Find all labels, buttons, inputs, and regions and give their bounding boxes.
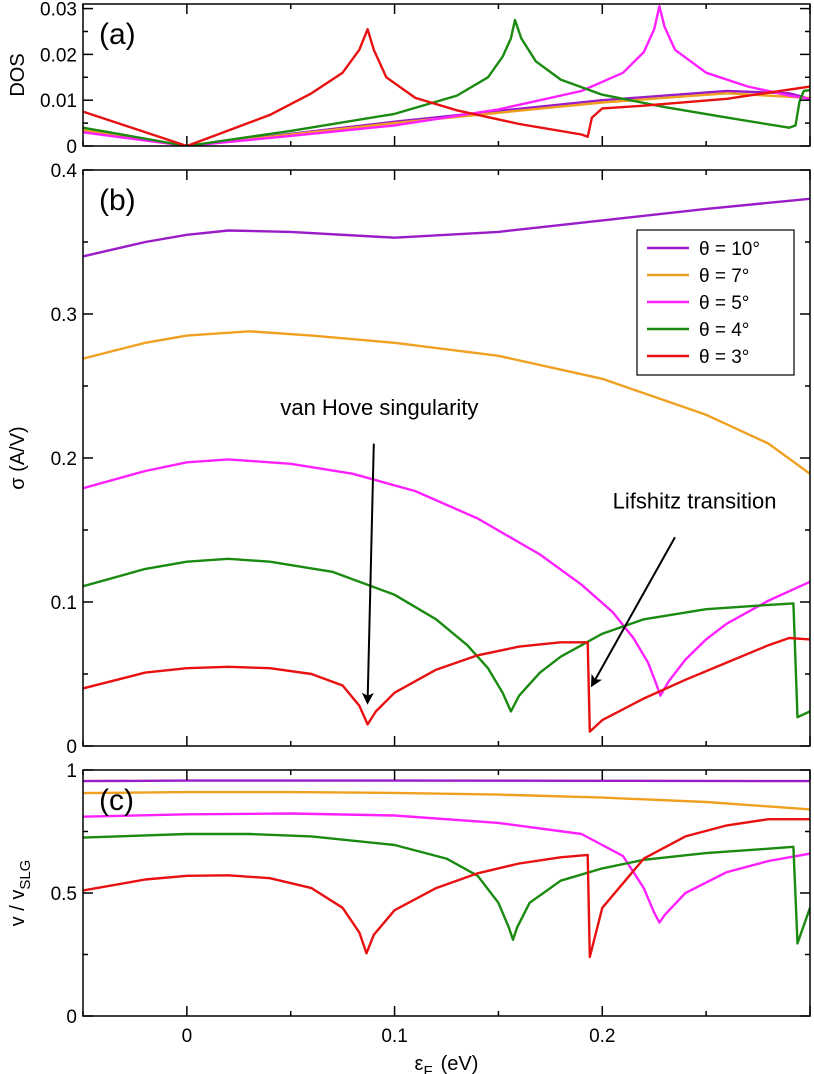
y-tick-label: 0.1 <box>51 593 77 614</box>
series-line-4 <box>83 818 810 959</box>
annotation-arrow <box>590 536 676 688</box>
x-tick-label: 0.2 <box>589 1026 615 1047</box>
series-line-2 <box>83 812 810 924</box>
series-line-0 <box>83 89 810 146</box>
legend-entry: θ = 5° <box>699 293 749 314</box>
plot-frame <box>82 3 811 147</box>
y-axis-label: v / vSLG <box>7 860 34 927</box>
series-line-4 <box>83 28 810 146</box>
series-group <box>83 5 810 146</box>
y-tick-label: 0.5 <box>51 884 77 905</box>
plot-frame <box>82 769 811 1017</box>
y-axis-label-subscript: SLG <box>17 860 34 890</box>
legend-entry: θ = 4° <box>699 320 749 341</box>
x-tick-label: 0 <box>182 1026 193 1047</box>
legend-entry: θ = 10° <box>699 239 760 260</box>
series-line-4 <box>83 636 810 733</box>
panel-label: (a) <box>99 18 136 51</box>
panel-0: 0 0.01 0.02 0.03 DOS (a) <box>7 0 811 158</box>
y-tick-label: 0.2 <box>51 449 77 470</box>
series-line-3 <box>83 557 810 719</box>
series-line-0 <box>83 197 810 258</box>
series-line-2 <box>83 458 810 697</box>
legend: θ = 10° θ = 7° θ = 5° θ = 4° θ = 3° <box>636 229 795 376</box>
series-line-0 <box>83 779 810 783</box>
y-tick-label: 0.01 <box>40 91 77 112</box>
annotation-arrow <box>361 443 375 705</box>
series-line-1 <box>83 790 810 811</box>
panel-label: (b) <box>99 184 136 217</box>
y-axis-label: σ (A/V) <box>7 426 29 489</box>
x-axis-label-unit: (eV) <box>441 1053 479 1074</box>
y-tick-label: 0 <box>66 737 77 758</box>
annotation-label: van Hove singularity <box>280 395 478 420</box>
y-tick-label: 0.02 <box>40 45 77 66</box>
series-line-3 <box>83 832 810 945</box>
y-tick-label: 0.3 <box>51 305 77 326</box>
series-line-2 <box>83 5 810 146</box>
y-tick-label: 0.4 <box>51 161 78 182</box>
legend-entry: θ = 7° <box>699 266 749 287</box>
y-tick-label: 0 <box>66 1007 77 1028</box>
series-group <box>83 197 810 733</box>
y-tick-label: 0 <box>66 137 77 158</box>
y-tick-label: 0.03 <box>40 0 77 21</box>
series-line-3 <box>83 18 810 146</box>
y-axis-label: DOS <box>7 53 29 96</box>
x-axis-label-subscript: F <box>423 1063 432 1074</box>
series-group <box>83 779 810 959</box>
series-line-1 <box>83 330 810 475</box>
annotation-label: Lifshitz transition <box>613 488 777 513</box>
panel-1: 00.10.20.30.4σ (A/V)(b)θ = 10°θ = 7°θ = … <box>7 161 811 758</box>
panel-label: (c) <box>99 784 134 817</box>
legend-entry: θ = 3° <box>699 347 749 368</box>
y-tick-label: 1 <box>66 761 77 782</box>
x-axis-label: εF (eV) <box>415 1053 479 1074</box>
x-tick-label: 0.1 <box>381 1026 407 1047</box>
